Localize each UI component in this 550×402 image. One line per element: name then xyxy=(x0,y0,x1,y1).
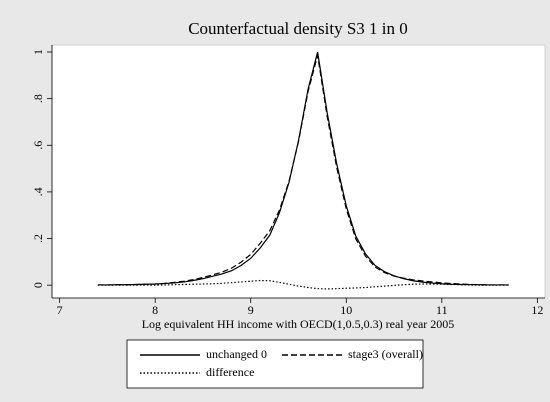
x-tick-label: 9 xyxy=(248,303,254,317)
y-tick-label: .6 xyxy=(31,141,45,150)
x-tick-label: 11 xyxy=(436,303,448,317)
y-tick-label: .2 xyxy=(31,234,45,243)
legend-label: unchanged 0 xyxy=(206,347,267,361)
y-tick-label: .8 xyxy=(31,94,45,103)
x-tick-label: 10 xyxy=(340,303,352,317)
x-tick-label: 7 xyxy=(57,303,63,317)
line-series xyxy=(97,55,509,286)
line-series xyxy=(97,279,509,290)
x-tick-label: 12 xyxy=(531,303,543,317)
y-tick-label: .4 xyxy=(31,187,45,196)
legend xyxy=(126,339,424,389)
chart-title: Counterfactual density S3 1 in 0 xyxy=(188,19,408,38)
plot-area xyxy=(51,44,546,299)
x-tick-label: 8 xyxy=(152,303,158,317)
legend-label: difference xyxy=(206,365,254,379)
legend-label: stage3 (overall) xyxy=(348,347,423,361)
y-tick-label: 0 xyxy=(31,282,45,288)
x-axis-label: Log equivalent HH income with OECD(1,0.5… xyxy=(142,317,455,331)
y-tick-label: 1 xyxy=(31,49,45,55)
